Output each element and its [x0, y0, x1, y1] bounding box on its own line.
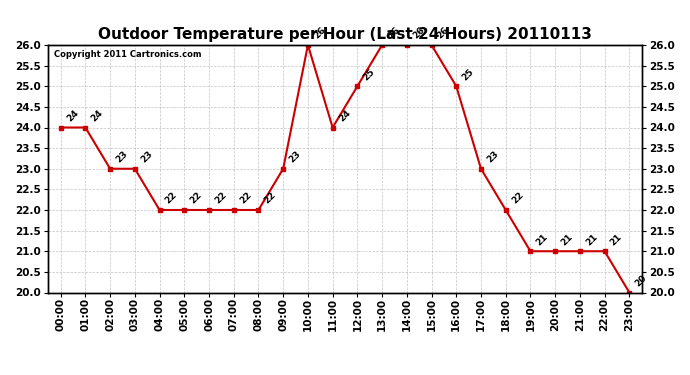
Text: 23: 23 — [287, 149, 302, 165]
Text: 25: 25 — [460, 67, 475, 82]
Text: 22: 22 — [238, 190, 253, 206]
Text: 21: 21 — [560, 232, 575, 247]
Text: 23: 23 — [115, 149, 130, 165]
Text: 21: 21 — [584, 232, 599, 247]
Text: 21: 21 — [609, 232, 624, 247]
Text: 23: 23 — [485, 149, 500, 165]
Text: 26: 26 — [386, 26, 402, 41]
Text: 20: 20 — [633, 273, 649, 288]
Text: 22: 22 — [510, 190, 525, 206]
Text: 22: 22 — [263, 190, 278, 206]
Text: 24: 24 — [90, 108, 105, 123]
Title: Outdoor Temperature per Hour (Last 24 Hours) 20110113: Outdoor Temperature per Hour (Last 24 Ho… — [98, 27, 592, 42]
Text: 22: 22 — [164, 190, 179, 206]
Text: 25: 25 — [362, 67, 377, 82]
Text: Copyright 2011 Cartronics.com: Copyright 2011 Cartronics.com — [55, 50, 201, 59]
Text: 22: 22 — [213, 190, 228, 206]
Text: 26: 26 — [411, 26, 426, 41]
Text: 21: 21 — [535, 232, 550, 247]
Text: 26: 26 — [312, 26, 327, 41]
Text: 22: 22 — [188, 190, 204, 206]
Text: 24: 24 — [337, 108, 352, 123]
Text: 23: 23 — [139, 149, 154, 165]
Text: 26: 26 — [435, 26, 451, 41]
Text: 24: 24 — [65, 108, 80, 123]
